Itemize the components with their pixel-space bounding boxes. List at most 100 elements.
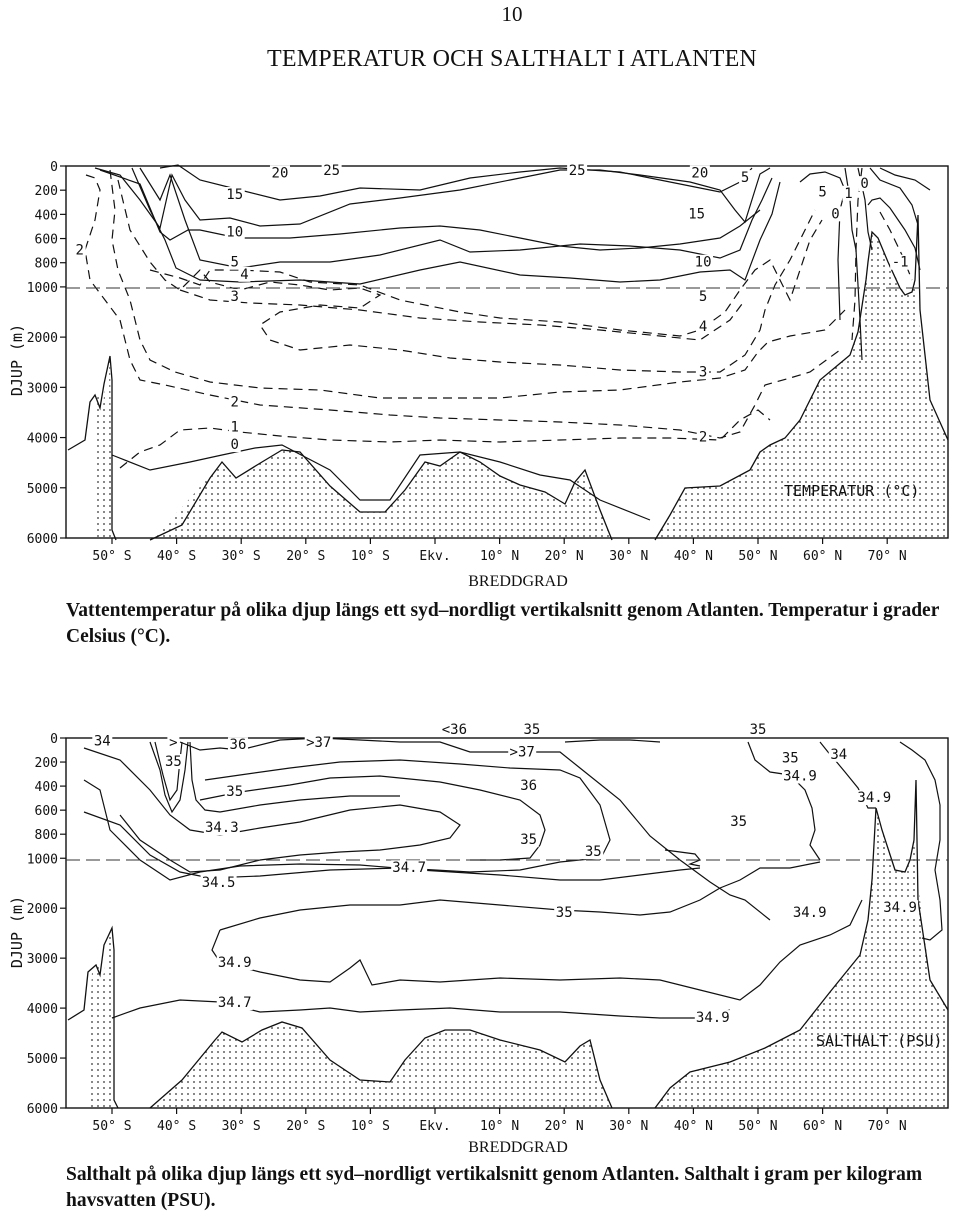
contour-label: 5 [699, 289, 707, 305]
contour-label-bg [321, 162, 342, 178]
contour-label: 34.9 [857, 790, 891, 806]
x-tick-label: 20° N [545, 1119, 584, 1134]
y-tick-label: 2000 [27, 331, 58, 346]
contour-label-bg [583, 844, 604, 860]
y-tick-label: 200 [35, 184, 58, 199]
contour-label-bg [689, 165, 710, 181]
y-tick-label: 4000 [27, 1002, 58, 1017]
contour-label: 34.9 [793, 905, 827, 921]
x-tick-label: 70° N [868, 1119, 907, 1134]
contour-label-bg [686, 206, 707, 222]
x-tick-label: 10° N [480, 549, 519, 564]
y-tick-label: 3000 [27, 381, 58, 396]
contour-label-bg [224, 784, 245, 800]
seafloor-outline [67, 779, 949, 1109]
x-tick-label: 50° S [92, 549, 131, 564]
contour-label: 2 [699, 430, 707, 446]
y-tick-label: 0 [50, 732, 58, 747]
contour-label-bg [521, 722, 542, 737]
contour-label: 34.9 [883, 900, 917, 916]
contour-label-bg [697, 288, 710, 304]
y-tick-label: 200 [35, 756, 58, 771]
x-tick-label: 50° N [738, 1119, 777, 1134]
x-tick-label: 40° S [157, 1119, 196, 1134]
contour-label: 5 [818, 185, 826, 201]
x-tick-label: 70° N [868, 549, 907, 564]
contour-label: 10 [695, 255, 712, 271]
contour-label-bg [92, 733, 113, 749]
contour-label-bg [440, 722, 469, 737]
contour-label: >37 [510, 744, 535, 760]
y-tick-label: 600 [35, 233, 58, 248]
contour-label-bg [518, 778, 539, 794]
seafloor-stipple [95, 232, 948, 540]
contour-label-bg [829, 206, 842, 222]
temperature-figure: 0 200 400 600 800 1000 2000 3000 4000 5000 6000 50°… [0, 150, 960, 590]
contour-label: 35 [730, 814, 747, 830]
x-tick-label: 50° N [738, 549, 777, 564]
contour-label: 34.9 [783, 768, 817, 784]
temperature-panel-label: TEMPERATUR (°C) [784, 482, 919, 500]
contour-label: 35 [750, 722, 767, 738]
contour-label-bg [73, 242, 86, 258]
salinity-caption: Salthalt på olika djup längs ett syd–nor… [66, 1164, 923, 1211]
contour-label-bg [739, 170, 752, 186]
contour-label-bg [554, 905, 575, 921]
contour-label: 34.7 [218, 995, 252, 1011]
contour-label: 0 [831, 206, 839, 222]
contour-label: 35 [165, 754, 182, 770]
contour-label-bg [304, 734, 333, 750]
contour-label: 3 [231, 289, 239, 305]
page-number: 10 [501, 2, 523, 26]
isotherms-dashed [84, 167, 913, 469]
contour-label: 35 [523, 722, 540, 738]
contour-label-bg [728, 814, 749, 830]
contour-label: 34.9 [696, 1010, 730, 1026]
contour-label: 2 [231, 394, 239, 410]
contour-label: 35 [782, 750, 799, 766]
contour-label-bg [694, 1010, 731, 1026]
contour-label: <36 [442, 722, 467, 738]
contour-label: 35 [585, 844, 602, 860]
salinity-chart: 0 200 400 600 800 1000 2000 3000 4000 5000 6000 50°… [8, 722, 949, 1156]
contour-label: 36 [230, 737, 247, 753]
contour-label: 35 [556, 905, 573, 921]
x-tick-label: 30° S [222, 549, 261, 564]
contour-label-bg [508, 744, 537, 760]
contour-label-bg [882, 900, 919, 916]
y-tick-label: 800 [35, 828, 58, 843]
temperature-y-axis-label: DJUP (m) [8, 324, 26, 396]
contour-label-bg [203, 820, 240, 836]
y-tick-label: 1000 [27, 852, 58, 867]
contour-label-bg [238, 266, 251, 282]
contour-label: 34 [830, 747, 847, 763]
seafloor-stipple [90, 808, 948, 1108]
x-tick-label: 10° S [351, 549, 390, 564]
contour-label: 20 [691, 165, 708, 181]
contour-label-bg [780, 750, 801, 766]
contour-label: 34.3 [205, 820, 239, 836]
y-tick-label: 0 [50, 160, 58, 175]
contour-label: 3 [699, 364, 707, 380]
contour-label-bg [791, 905, 828, 921]
contour-label-bg [391, 860, 428, 876]
contour-label-bg [228, 394, 241, 410]
contour-label-bg [269, 165, 290, 181]
contour-label: 5 [231, 255, 239, 271]
contour-label-bg [828, 746, 849, 762]
contour-label: 2 [75, 243, 83, 259]
contour-label: >37 [306, 735, 331, 751]
contour-label: 1 [231, 420, 239, 436]
x-tick-label: 50° S [92, 1119, 131, 1134]
y-tick-label: 1000 [27, 281, 58, 296]
contour-label: 34.7 [392, 860, 426, 876]
contour-label-bg [781, 768, 818, 784]
x-tick-label: Ekv. [419, 549, 450, 564]
y-tick-label: 800 [35, 257, 58, 272]
contour-label: 20 [272, 165, 289, 181]
contour-label-bg [228, 288, 241, 304]
contour-label-bg [890, 254, 911, 270]
y-tick-label: 6000 [27, 1102, 58, 1117]
contour-label: -1 [892, 255, 909, 271]
temperature-chart: 020040060080010002000300040005000600050°… [8, 160, 949, 590]
